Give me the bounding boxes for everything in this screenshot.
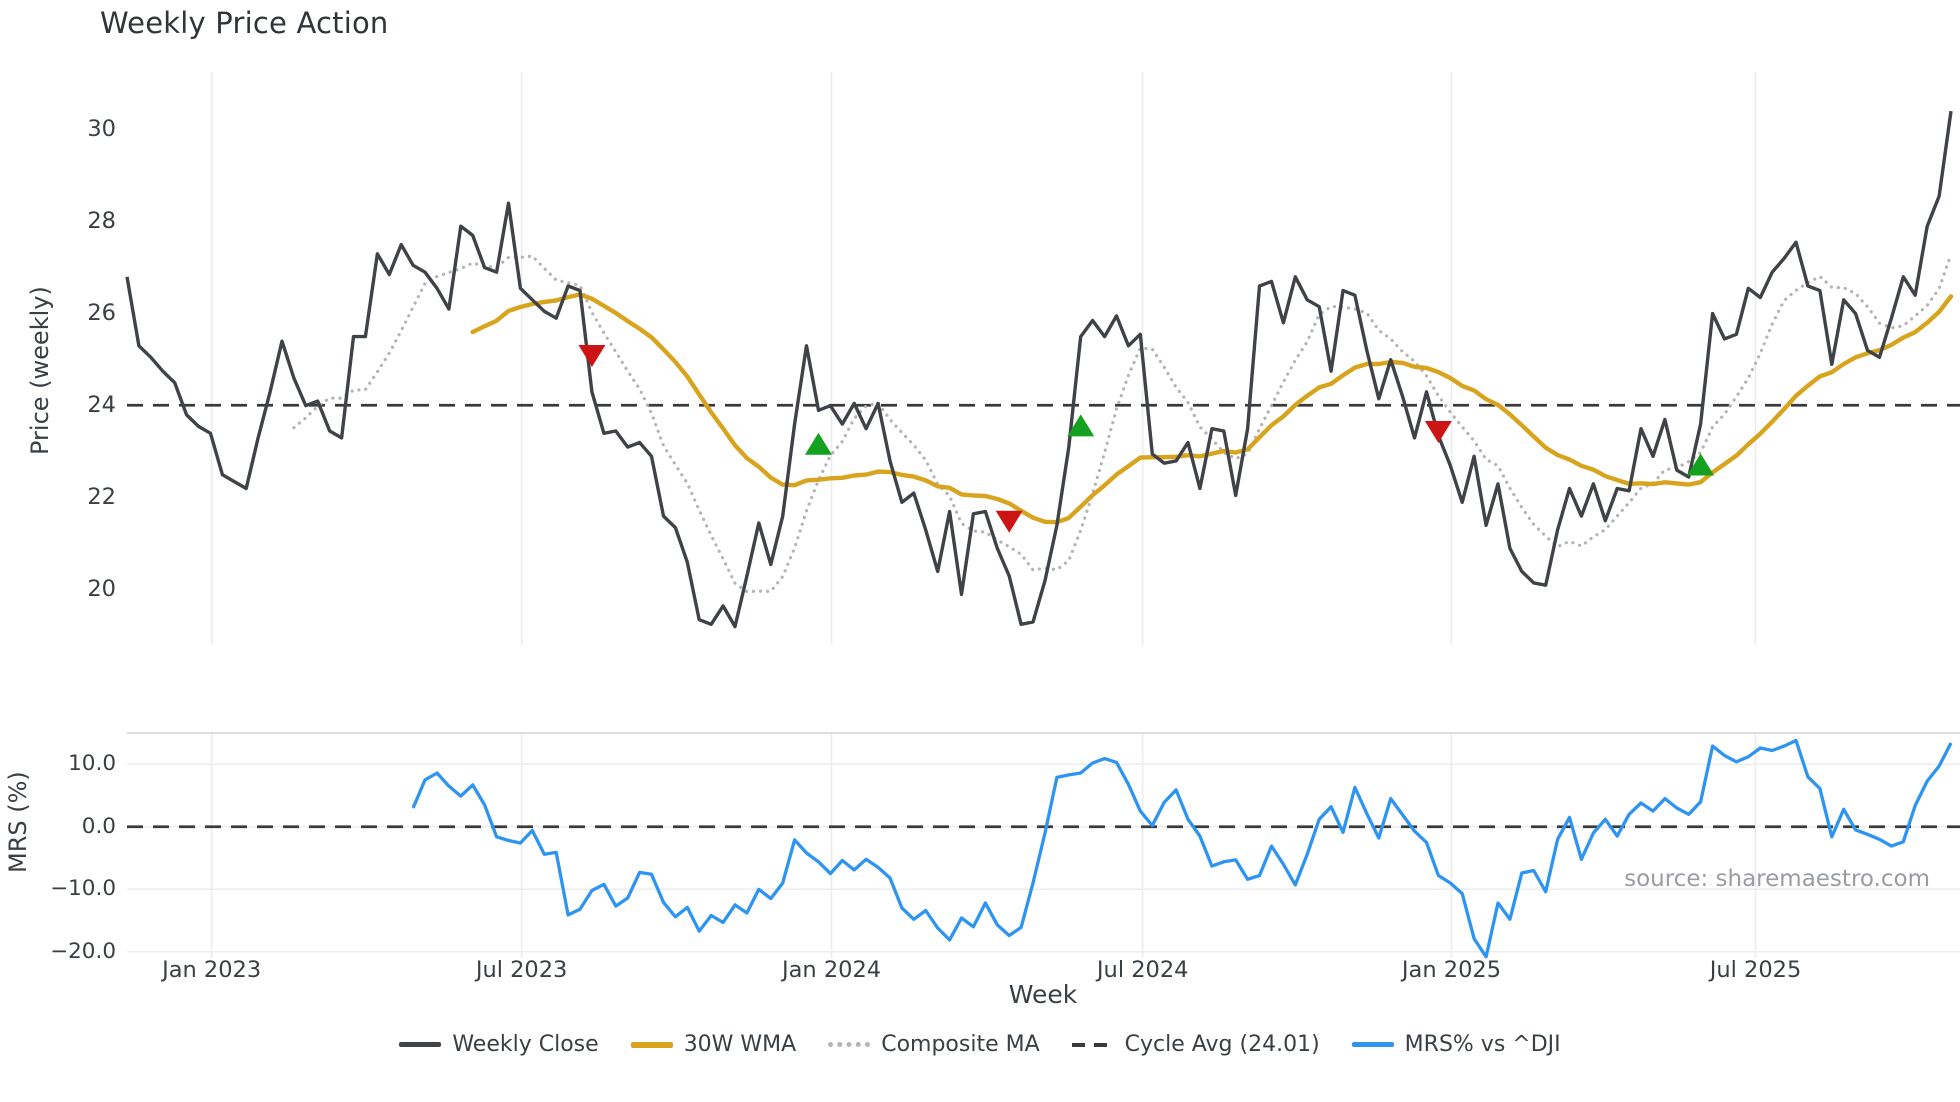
mrs-ytick-label: 10.0 [68,751,116,777]
legend-label: Cycle Avg (24.01) [1124,1032,1320,1057]
source-note: source: sharemaestro.com [1624,866,1930,892]
mrs-line [411,738,1953,959]
mrs-ytick-label: −10.0 [50,876,116,902]
x-tick-label: Jul 2023 [475,957,568,983]
legend-label: Composite MA [881,1032,1040,1057]
legend-item-composite: Composite MA [828,1032,1040,1057]
legend-item-weekly-close: Weekly Close [399,1032,599,1057]
buy-triangle-icon [1687,453,1715,476]
buy-signal-markers [804,414,1715,476]
legend-label: MRS% vs ^DJI [1404,1032,1561,1057]
mrs-ytick-label: 0.0 [81,813,116,839]
mrs-axis-label: MRS (%) [4,771,32,873]
buy-triangle-icon [804,432,832,455]
weekly-close-swatch [399,1042,442,1047]
price-axis-label: Price (weekly) [26,286,54,456]
page-title: Weekly Price Action [100,6,389,40]
legend: Weekly Close 30W WMA Composite MA Cycle … [0,1032,1960,1057]
x-tick-label: Jul 2025 [1709,957,1802,983]
sell-signal-markers [578,345,1452,533]
price-ytick-label: 22 [87,483,116,510]
buy-triangle-icon [1067,414,1095,437]
composite-ma-line [292,252,1953,594]
mrs-ytick-label: −20.0 [50,938,116,964]
legend-label: 30W WMA [683,1032,797,1057]
price-ytick-label: 28 [87,207,116,234]
x-tick-label: Jan 2023 [162,957,262,983]
price-ytick-label: 24 [87,391,116,418]
sell-triangle-icon [578,345,606,368]
x-tick-label: Jan 2024 [782,957,882,983]
weekly-close-line [125,110,1953,629]
mrs-swatch [1351,1042,1394,1047]
sell-triangle-icon [1424,420,1452,443]
cycle-avg-swatch [1071,1042,1114,1047]
x-tick-label: Jan 2025 [1401,957,1502,983]
price-ytick-label: 20 [87,575,116,602]
x-tick-label: Jul 2024 [1096,957,1189,983]
price-ytick-label: 26 [87,299,116,326]
wma-swatch [630,1041,673,1048]
wma-30w-line [470,292,1954,525]
gridlines [127,72,1960,958]
legend-item-cycle-avg: Cycle Avg (24.01) [1071,1032,1320,1057]
price-ytick-label: 30 [87,115,116,142]
sell-triangle-icon [995,510,1023,533]
legend-item-mrs: MRS% vs ^DJI [1351,1032,1561,1057]
legend-label: Weekly Close [452,1032,599,1057]
legend-item-wma: 30W WMA [630,1032,797,1057]
x-axis-label: Week [1008,980,1078,1009]
composite-ma-swatch [828,1042,871,1047]
